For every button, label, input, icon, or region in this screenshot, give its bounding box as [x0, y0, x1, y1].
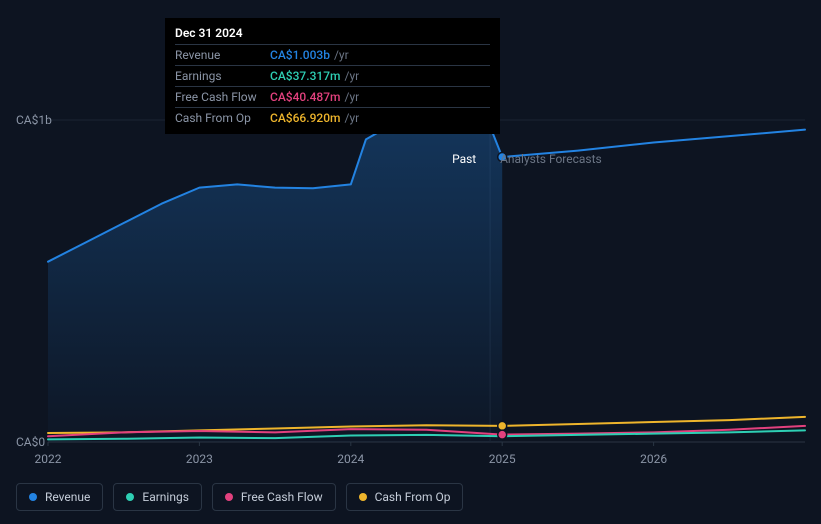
tooltip-date: Dec 31 2024: [175, 26, 490, 40]
x-tick-label: 2024: [337, 452, 364, 466]
x-tick-label: 2025: [489, 452, 516, 466]
legend-dot-icon: [225, 493, 233, 501]
chart-legend: Revenue Earnings Free Cash Flow Cash From O…: [16, 483, 463, 511]
tooltip-metric-value: CA$37.317m: [270, 69, 341, 83]
y-tick-label: CA$0: [16, 435, 58, 449]
tooltip-metric-label: Earnings: [175, 69, 270, 83]
y-tick-label: CA$1b: [16, 113, 58, 127]
tooltip-row: Cash From OpCA$66.920m/yr: [175, 107, 490, 128]
legend-item[interactable]: Cash From Op: [346, 483, 464, 511]
legend-item[interactable]: Revenue: [16, 483, 103, 511]
legend-label: Free Cash Flow: [241, 490, 323, 504]
tooltip-metric-unit: /yr: [345, 69, 360, 83]
tooltip-metric-unit: /yr: [345, 90, 360, 104]
tooltip-row: EarningsCA$37.317m/yr: [175, 65, 490, 86]
x-tick-label: 2022: [35, 452, 62, 466]
x-tick-label: 2023: [186, 452, 213, 466]
legend-item[interactable]: Earnings: [113, 483, 202, 511]
legend-dot-icon: [126, 493, 134, 501]
legend-item[interactable]: Free Cash Flow: [212, 483, 336, 511]
tooltip-metric-label: Free Cash Flow: [175, 90, 270, 104]
tooltip-metric-label: Revenue: [175, 48, 270, 62]
x-axis-labels: 2022 2023 2024 2025 2026: [16, 452, 805, 472]
tooltip-metric-unit: /yr: [334, 48, 349, 62]
legend-label: Revenue: [45, 490, 90, 504]
tooltip-metric-unit: /yr: [345, 111, 360, 125]
legend-label: Cash From Op: [375, 490, 451, 504]
financials-chart[interactable]: CA$1bCA$0 Past Analysts Forecasts: [16, 120, 805, 450]
tooltip-metric-value: CA$1.003b: [270, 48, 330, 62]
tooltip-row: Free Cash FlowCA$40.487m/yr: [175, 86, 490, 107]
legend-dot-icon: [29, 493, 37, 501]
tooltip-metric-value: CA$66.920m: [270, 111, 341, 125]
tooltip-row: RevenueCA$1.003b/yr: [175, 44, 490, 65]
chart-svg: [16, 120, 805, 450]
tooltip-metric-label: Cash From Op: [175, 111, 270, 125]
x-tick-label: 2026: [640, 452, 667, 466]
legend-dot-icon: [359, 493, 367, 501]
chart-tooltip: Dec 31 2024 RevenueCA$1.003b/yrEarningsC…: [165, 18, 500, 134]
legend-label: Earnings: [142, 490, 189, 504]
tooltip-metric-value: CA$40.487m: [270, 90, 341, 104]
